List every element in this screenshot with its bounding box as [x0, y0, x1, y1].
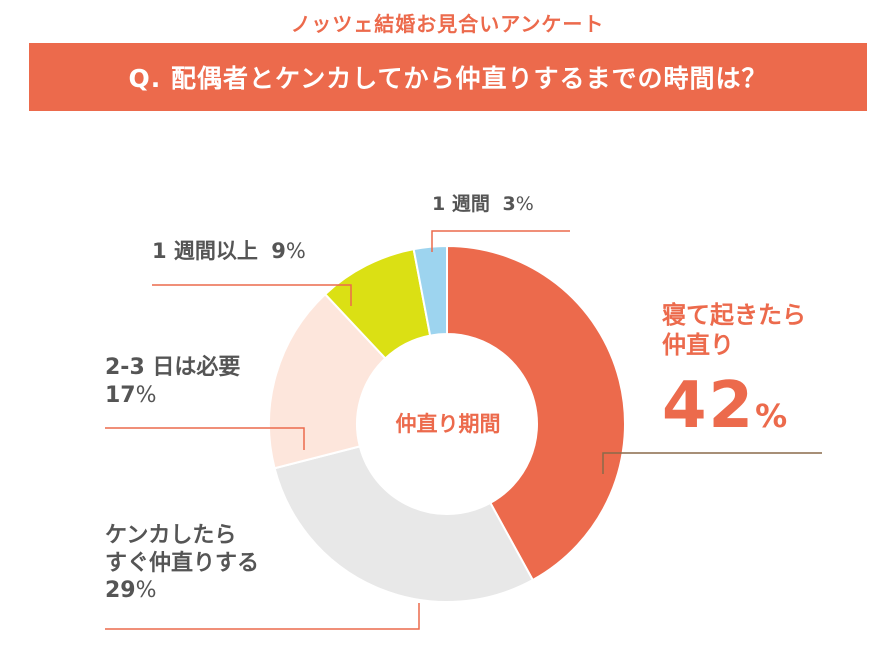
slice-label-immediately: ケンカしたら すぐ仲直りする 29%	[105, 522, 259, 605]
leader-line-2-3-days	[105, 427, 305, 450]
slice-label-sleep-line2: 仲直り	[662, 331, 734, 359]
slice-value-1-week-unit: %	[515, 193, 534, 215]
slice-value-immediately-unit: %	[135, 578, 157, 603]
slice-value-2-3-days-unit: %	[135, 382, 157, 408]
slice-label-sleep-line1: 寝て起きたら	[662, 301, 806, 329]
slice-value-sleep: 42	[662, 369, 756, 443]
slice-label-immediately-line2: すぐ仲直りする	[105, 550, 260, 576]
leader-line-over-1-week	[152, 284, 352, 306]
slice-label-2-3-days: 2-3 日は必要 17%	[105, 354, 240, 409]
slice-value-over-1-week: 9	[271, 239, 286, 263]
slice-value-2-3-days: 17	[105, 382, 136, 408]
slice-immediately	[273, 445, 535, 603]
leader-lines	[105, 230, 822, 630]
slice-label-sleep: 寝て起きたら 仲直り 42%	[662, 300, 806, 446]
slice-label-1-week-text: 1 週間	[432, 193, 490, 215]
leader-line-1-week	[431, 230, 570, 252]
slice-1-week	[412, 244, 448, 337]
question-banner: Q. 配偶者とケンカしてから仲直りするまでの時間は？	[29, 43, 867, 111]
slice-2-3-days	[268, 292, 387, 470]
slice-label-over-1-week-text: 1 週間以上	[152, 239, 258, 263]
slice-value-immediately: 29	[105, 578, 136, 603]
slice-value-1-week: 3	[502, 193, 516, 215]
donut-slices	[268, 244, 626, 603]
slice-sleep	[446, 244, 626, 582]
donut-center-label: 仲直り期間	[395, 412, 501, 436]
slice-label-immediately-line1: ケンカしたら	[105, 523, 237, 548]
slice-label-1-week: 1 週間 3%	[432, 193, 534, 217]
brand-title: ノッツェ結婚お見合いアンケート	[290, 12, 605, 36]
slice-value-over-1-week-unit: %	[285, 239, 306, 263]
slice-label-over-1-week: 1 週間以上 9%	[152, 238, 306, 264]
question-text: Q. 配偶者とケンカしてから仲直りするまでの時間は？	[128, 64, 768, 93]
slice-value-sleep-unit: %	[755, 397, 788, 435]
slice-label-2-3-days-line1: 2-3 日は必要	[105, 355, 241, 380]
leader-line-sleep	[602, 452, 822, 474]
leader-line-immediately	[105, 603, 420, 630]
